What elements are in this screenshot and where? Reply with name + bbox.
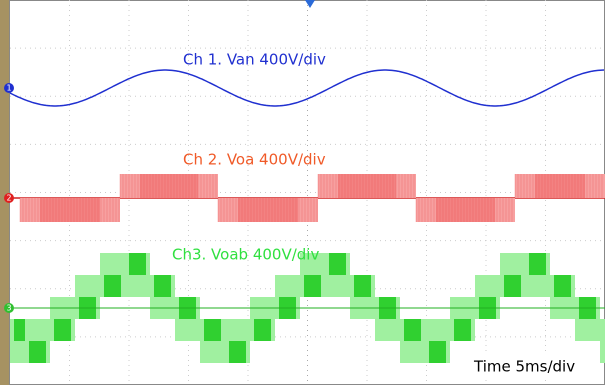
step-level — [254, 319, 271, 341]
step-level — [229, 341, 246, 363]
step-level — [329, 253, 346, 275]
step-level — [454, 319, 471, 341]
step-band — [600, 319, 605, 363]
channel-marker-label: 2 — [6, 194, 11, 203]
pwm-core — [40, 198, 100, 222]
timebase-label: Time 5ms/div — [473, 358, 575, 376]
step-level — [304, 275, 321, 297]
channel-marker-label: 3 — [6, 304, 11, 313]
channel-label: Ch 2. Voa 400V/div — [183, 151, 326, 169]
oscilloscope-screen: Ch 1. Van 400V/div Ch 2. Voa 400V/div Ch… — [0, 0, 605, 385]
channel-marker-label: 1 — [6, 84, 11, 93]
pwm-core — [238, 198, 298, 222]
step-level — [404, 319, 421, 341]
step-level — [129, 253, 146, 275]
channel-label: Ch3. Voab 400V/div — [172, 246, 319, 264]
step-level — [29, 341, 46, 363]
step-level — [354, 275, 371, 297]
step-level — [154, 275, 171, 297]
step-level — [104, 275, 121, 297]
pwm-core — [436, 198, 495, 222]
step-level — [504, 275, 521, 297]
step-level — [429, 341, 446, 363]
step-level — [529, 253, 546, 275]
step-level — [554, 275, 571, 297]
step-level — [54, 319, 71, 341]
channel-label: Ch 1. Van 400V/div — [183, 51, 326, 69]
step-level — [204, 319, 221, 341]
left-bar — [0, 0, 9, 385]
